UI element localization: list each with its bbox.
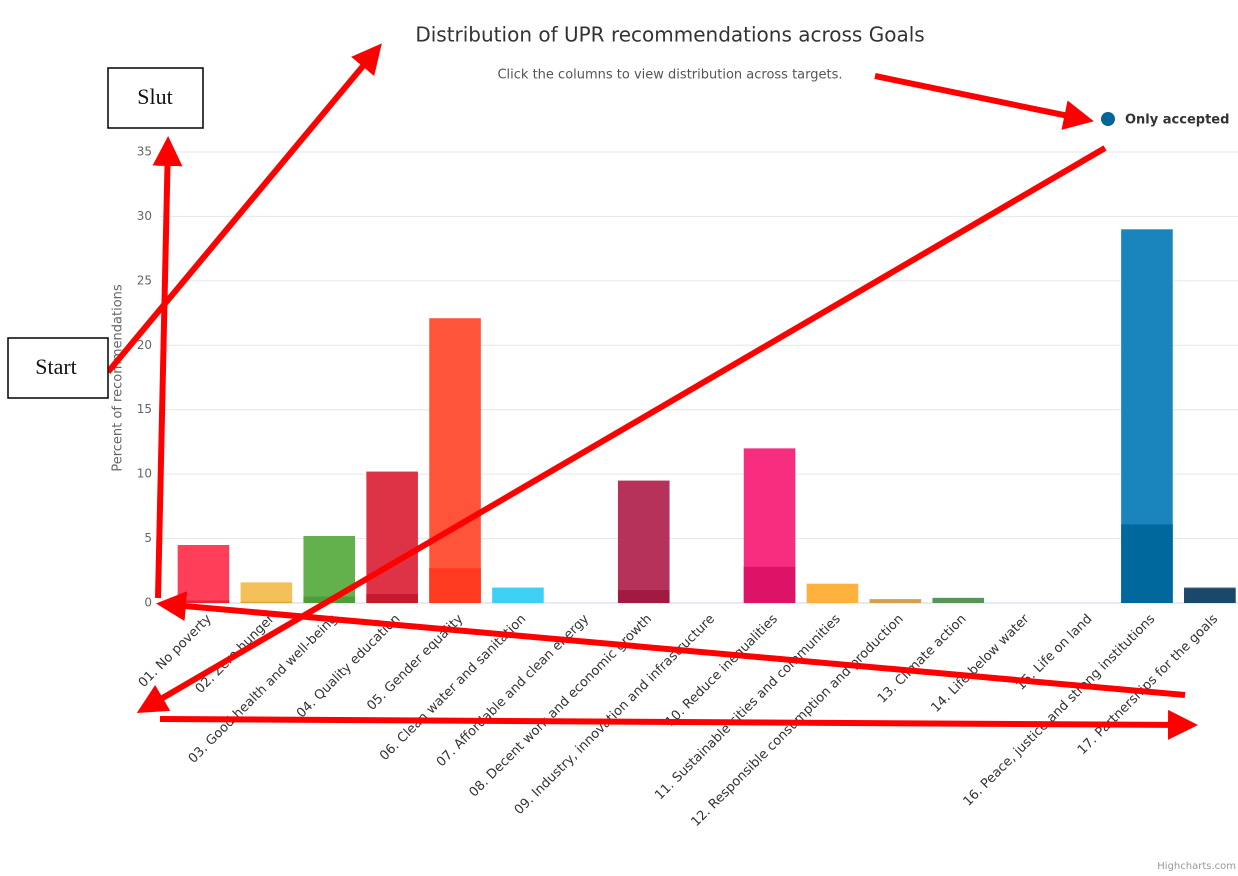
arrow bbox=[156, 591, 1186, 698]
y-tick-label: 35 bbox=[137, 145, 152, 159]
bar bbox=[177, 545, 230, 603]
bar bbox=[1121, 524, 1173, 603]
y-tick-label: 20 bbox=[137, 338, 152, 352]
bar bbox=[492, 587, 544, 603]
y-tick-label: 30 bbox=[137, 209, 152, 223]
y-tick-label: 0 bbox=[144, 596, 152, 610]
annotation-label: Start bbox=[35, 354, 77, 379]
bar bbox=[932, 597, 985, 603]
bar bbox=[617, 480, 670, 603]
arrow bbox=[159, 709, 1198, 740]
arrow bbox=[874, 73, 1094, 130]
annotation-label: Slut bbox=[137, 84, 172, 109]
bar bbox=[366, 593, 418, 603]
y-tick-label: 15 bbox=[137, 402, 152, 416]
bar bbox=[429, 318, 481, 603]
credits: Highcharts.com bbox=[1157, 861, 1236, 872]
bar bbox=[429, 568, 481, 603]
arrow bbox=[105, 43, 382, 374]
chart-title: Distribution of UPR recommendations acro… bbox=[415, 23, 924, 47]
bar bbox=[743, 566, 796, 603]
chart-subtitle: Click the columns to view distribution a… bbox=[497, 68, 842, 83]
annotation-box bbox=[107, 67, 204, 129]
annotations bbox=[105, 43, 1198, 740]
y-tick-label: 5 bbox=[144, 531, 152, 545]
bar bbox=[240, 582, 293, 603]
annotation-box bbox=[7, 337, 109, 399]
bar bbox=[177, 600, 230, 603]
bar bbox=[1184, 588, 1236, 603]
legend-symbol[interactable] bbox=[1101, 112, 1115, 126]
legend-label[interactable]: Only accepted bbox=[1125, 113, 1229, 128]
y-axis-title: Percent of recommendations bbox=[111, 284, 126, 472]
y-tick-label: 10 bbox=[137, 467, 152, 481]
bar bbox=[869, 599, 922, 603]
legend[interactable]: Only accepted bbox=[1101, 112, 1229, 128]
bar bbox=[240, 601, 293, 603]
chart-background bbox=[88, 0, 1238, 876]
bar bbox=[806, 583, 859, 603]
arrow bbox=[152, 136, 183, 599]
y-tick-label: 25 bbox=[137, 273, 152, 287]
bar bbox=[617, 590, 670, 603]
bar bbox=[366, 471, 418, 603]
